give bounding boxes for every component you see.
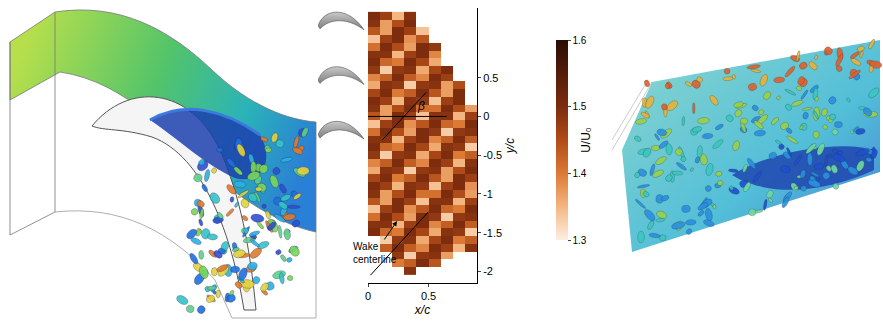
- svg-text:y/c: y/c: [503, 138, 517, 154]
- svg-text:-1.5: -1.5: [483, 227, 502, 239]
- svg-text:0.5: 0.5: [483, 72, 498, 84]
- svg-text:-2: -2: [483, 265, 493, 277]
- svg-text:1.3: 1.3: [573, 235, 587, 246]
- svg-text:-1: -1: [483, 188, 493, 200]
- svg-text:1.4: 1.4: [573, 168, 587, 179]
- svg-text:0: 0: [483, 110, 489, 122]
- svg-text:1.5: 1.5: [573, 101, 587, 112]
- svg-text:-0.5: -0.5: [483, 149, 502, 161]
- svg-text:Wakecenterline: Wakecenterline: [353, 241, 397, 265]
- svg-text:x/c: x/c: [414, 303, 430, 317]
- svg-text:0.5: 0.5: [421, 290, 436, 302]
- svg-text:U/U₀: U/U₀: [579, 127, 593, 153]
- svg-text:0: 0: [365, 290, 371, 302]
- svg-text:β: β: [417, 99, 425, 113]
- svg-text:1.6: 1.6: [573, 35, 587, 46]
